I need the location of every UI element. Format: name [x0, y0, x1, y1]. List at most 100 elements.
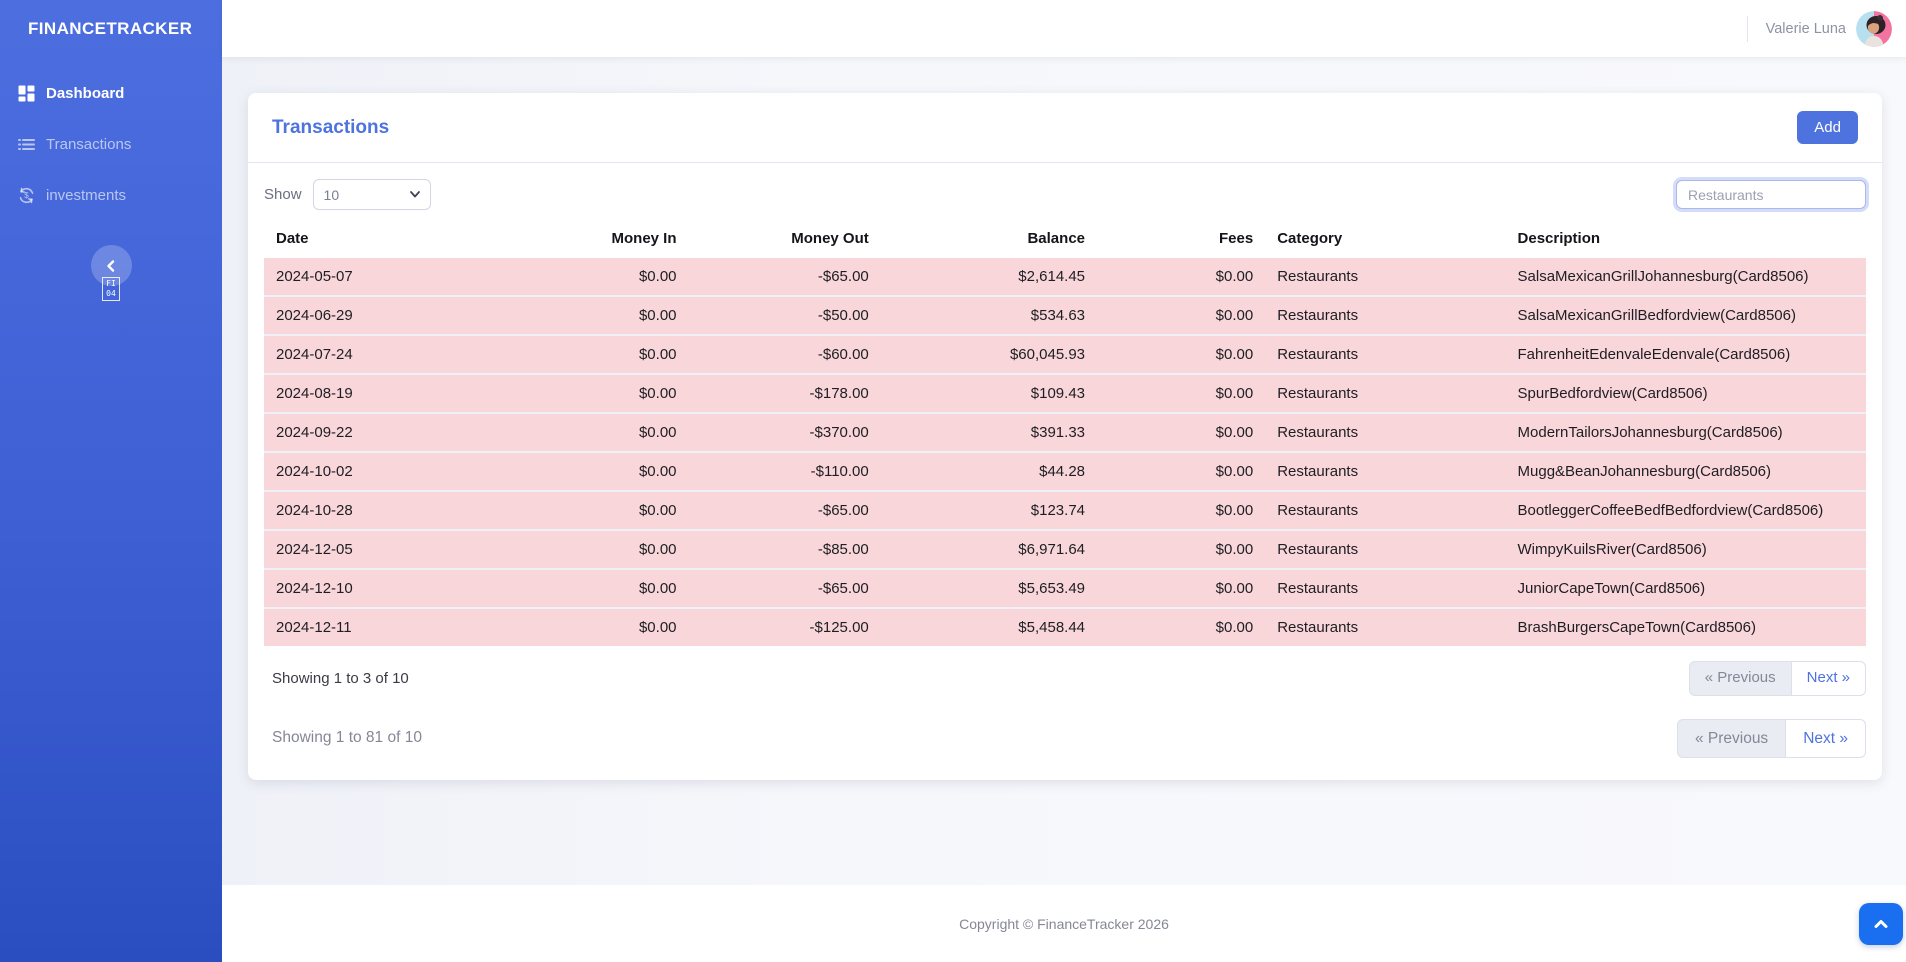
- sidebar-item-investments[interactable]: $ investments: [0, 170, 222, 221]
- user-name: Valerie Luna: [1765, 20, 1846, 37]
- pagination-inner: « Previous Next »: [1688, 661, 1866, 696]
- cell-fees: $0.00: [1097, 608, 1266, 646]
- column-header-category: Category: [1277, 230, 1343, 247]
- page-size-select[interactable]: 10: [312, 179, 431, 210]
- results-summary: Showing 1 to 3 of 10: [272, 669, 409, 687]
- previous-page-button-outer[interactable]: « Previous: [1676, 718, 1786, 759]
- cell-category: Restaurants: [1265, 608, 1506, 646]
- cell-money-out: -$370.00: [688, 413, 881, 453]
- sidebar-item-label: Transactions: [46, 136, 132, 153]
- currency-exchange-icon: $: [18, 187, 35, 204]
- cell-money-in: $0.00: [536, 374, 689, 414]
- table-controls: Show 10: [264, 179, 1866, 210]
- cell-balance: $123.74: [880, 491, 1098, 531]
- cell-money-out: -$85.00: [688, 530, 881, 570]
- cell-date: 2024-07-24: [264, 335, 537, 375]
- card-body: Show 10: [248, 163, 1882, 780]
- transactions-card: Transactions Add Show 10: [248, 93, 1882, 781]
- cell-description: FahrenheitEdenvaleEdenvale(Card8506): [1505, 335, 1866, 375]
- cell-category: Restaurants: [1265, 530, 1506, 570]
- cell-balance: $5,653.49: [880, 569, 1098, 609]
- sidebar-collapse-button[interactable]: [90, 245, 132, 286]
- sidebar-collapse-area: FI 04: [0, 245, 222, 301]
- table-head: Date Money In Money Out Balance Fees Cat…: [264, 222, 1866, 258]
- cell-category: Restaurants: [1265, 258, 1506, 297]
- sidebar-item-transactions[interactable]: Transactions: [0, 119, 222, 170]
- cell-balance: $5,458.44: [880, 608, 1098, 646]
- sidebar-item-dashboard[interactable]: Dashboard: [0, 68, 222, 119]
- column-header-balance: Balance: [1027, 230, 1086, 247]
- table-row: 2024-10-28 $0.00 -$65.00 $123.74 $0.00 R…: [264, 491, 1866, 531]
- cell-description: BrashBurgersCapeTown(Card8506): [1505, 608, 1866, 646]
- cell-fees: $0.00: [1097, 491, 1266, 531]
- table-row: 2024-12-05 $0.00 -$85.00 $6,971.64 $0.00…: [264, 530, 1866, 570]
- cell-description: SalsaMexicanGrillBedfordview(Card8506): [1505, 296, 1866, 336]
- cell-description: SpurBedfordview(Card8506): [1505, 374, 1866, 414]
- previous-page-button[interactable]: « Previous: [1688, 661, 1791, 696]
- next-page-button[interactable]: Next »: [1790, 661, 1866, 696]
- cell-date: 2024-09-22: [264, 413, 537, 453]
- list-icon: [18, 136, 35, 153]
- cell-money-out: -$50.00: [688, 296, 881, 336]
- cell-description: SalsaMexicanGrillJohannesburg(Card8506): [1505, 258, 1866, 297]
- cell-money-in: $0.00: [536, 258, 689, 297]
- svg-text:$: $: [24, 191, 29, 200]
- cell-balance: $60,045.93: [880, 335, 1098, 375]
- next-page-button-outer[interactable]: Next »: [1785, 718, 1866, 759]
- avatar[interactable]: [1856, 10, 1892, 47]
- cell-balance: $44.28: [880, 452, 1098, 492]
- cell-balance: $109.43: [880, 374, 1098, 414]
- cell-date: 2024-12-10: [264, 569, 537, 609]
- chevron-left-icon: [104, 259, 118, 273]
- grid-icon: [18, 85, 35, 102]
- content-area: Transactions Add Show 10: [222, 57, 1906, 885]
- table-row: 2024-12-10 $0.00 -$65.00 $5,653.49 $0.00…: [264, 569, 1866, 609]
- cell-money-in: $0.00: [536, 569, 689, 609]
- sidebar-item-label: Dashboard: [46, 85, 125, 102]
- chevron-up-icon: [1872, 915, 1890, 933]
- cell-balance: $2,614.45: [880, 258, 1098, 297]
- cell-date: 2024-12-11: [264, 608, 537, 646]
- cell-money-in: $0.00: [536, 335, 689, 375]
- cell-money-out: -$65.00: [688, 569, 881, 609]
- results-summary-outer: Showing 1 to 81 of 10: [272, 729, 422, 747]
- cell-category: Restaurants: [1265, 491, 1506, 531]
- cell-category: Restaurants: [1265, 374, 1506, 414]
- cell-money-in: $0.00: [536, 530, 689, 570]
- cell-date: 2024-10-28: [264, 491, 537, 531]
- pagination-inner-row: Showing 1 to 3 of 10 « Previous Next »: [264, 661, 1866, 696]
- main-column: Valerie Luna Transactions Add: [222, 0, 1906, 962]
- search-input[interactable]: [1676, 180, 1866, 209]
- cell-balance: $391.33: [880, 413, 1098, 453]
- cell-money-out: -$178.00: [688, 374, 881, 414]
- cell-money-in: $0.00: [536, 608, 689, 646]
- scroll-to-top-button[interactable]: [1859, 903, 1903, 945]
- topbar-divider: [1746, 15, 1748, 42]
- cell-fees: $0.00: [1097, 296, 1266, 336]
- sidebar: FINANCETRACKER Dashboard Tr: [0, 0, 222, 962]
- cell-date: 2024-06-29: [264, 296, 537, 336]
- sidebar-item-label: investments: [46, 187, 127, 204]
- cell-category: Restaurants: [1265, 296, 1506, 336]
- table-row: 2024-10-02 $0.00 -$110.00 $44.28 $0.00 R…: [264, 452, 1866, 492]
- column-header-date: Date: [276, 230, 309, 247]
- card-header: Transactions Add: [248, 93, 1882, 163]
- pagination-outer: « Previous Next »: [1676, 718, 1866, 759]
- table-row: 2024-12-11 $0.00 -$125.00 $5,458.44 $0.0…: [264, 608, 1866, 646]
- cell-money-in: $0.00: [536, 491, 689, 531]
- page-size-select-wrap: 10: [312, 179, 431, 210]
- transactions-table: Date Money In Money Out Balance Fees Cat…: [264, 222, 1866, 646]
- page-title: Transactions: [272, 116, 390, 138]
- column-header-money-out: Money Out: [791, 230, 869, 247]
- pagination-outer-row: Showing 1 to 81 of 10 « Previous Next »: [264, 718, 1866, 759]
- show-label: Show: [264, 186, 302, 203]
- add-button[interactable]: Add: [1797, 111, 1858, 144]
- table-row: 2024-06-29 $0.00 -$50.00 $534.63 $0.00 R…: [264, 296, 1866, 336]
- cell-description: JuniorCapeTown(Card8506): [1505, 569, 1866, 609]
- cell-balance: $534.63: [880, 296, 1098, 336]
- app-logo[interactable]: FINANCETRACKER: [28, 19, 193, 38]
- table-row: 2024-07-24 $0.00 -$60.00 $60,045.93 $0.0…: [264, 335, 1866, 375]
- cell-balance: $6,971.64: [880, 530, 1098, 570]
- cell-category: Restaurants: [1265, 452, 1506, 492]
- table-row: 2024-09-22 $0.00 -$370.00 $391.33 $0.00 …: [264, 413, 1866, 453]
